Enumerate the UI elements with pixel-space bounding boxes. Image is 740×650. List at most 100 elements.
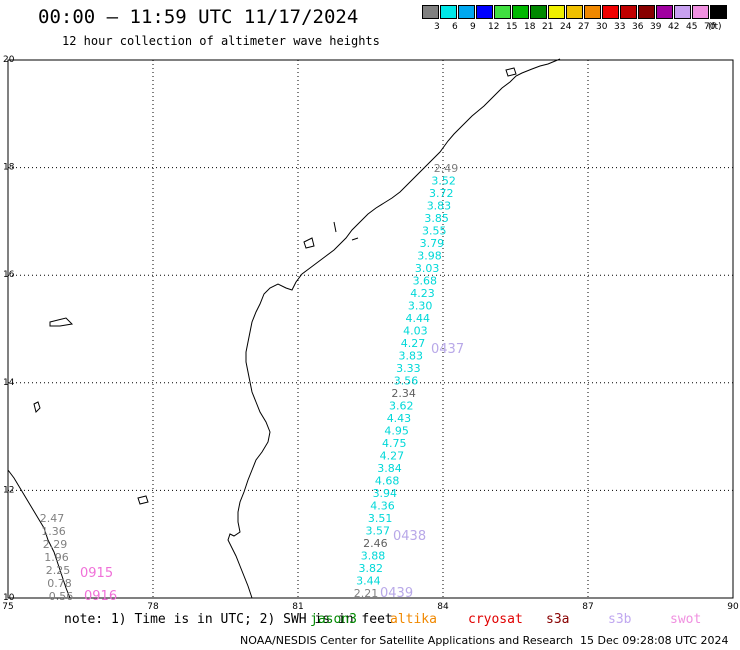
small-island-5: [333, 221, 337, 233]
color-bar-label: 9: [470, 22, 476, 32]
pass-time-label: 0438: [393, 529, 426, 544]
small-island-1: [49, 317, 74, 327]
sri-lanka-coast: [7, 469, 71, 599]
pass-time-label: 0437: [431, 342, 464, 357]
color-swatch: [656, 5, 673, 19]
india-east-coast: [227, 58, 561, 599]
color-swatch: [530, 5, 547, 19]
wave-height-value: 1.36: [41, 525, 66, 538]
wave-height-value: 4.68: [375, 475, 400, 488]
wave-height-value: 0.56: [49, 590, 74, 603]
wave-height-value: 4.75: [382, 437, 407, 450]
wave-height-value: 3.88: [361, 550, 386, 563]
wave-height-value: 2.46: [363, 537, 388, 550]
color-bar-label: 30: [596, 22, 608, 32]
generation-timestamp: 15 Dec 09:28:08 UTC 2024: [580, 634, 729, 647]
wave-height-value: 3.44: [356, 575, 381, 588]
color-bar-label: 70: [704, 22, 716, 32]
wave-height-value: 1.96: [44, 551, 69, 564]
color-bar-label: 42: [668, 22, 680, 32]
satellite-legend-item: cryosat: [468, 612, 523, 627]
altimeter-track-left: 2.471.362.291.962.250.780.56: [40, 512, 74, 603]
wave-height-value: 2.25: [46, 564, 71, 577]
wave-height-value: 4.27: [380, 450, 405, 463]
wave-height-value: 4.44: [406, 312, 431, 325]
color-bar-label: 33: [614, 22, 626, 32]
color-swatch: [674, 5, 691, 19]
color-bar-label: 6: [452, 22, 458, 32]
wave-height-value: 3.56: [394, 375, 419, 388]
wave-height-value: 3.85: [424, 212, 449, 225]
latitude-label: 14: [3, 378, 15, 388]
wave-height-value: 2.47: [40, 512, 65, 525]
wave-height-value: 4.43: [387, 412, 412, 425]
pass-time-label: 0439: [380, 586, 413, 601]
color-swatch: [620, 5, 637, 19]
wave-height-value: 0.78: [47, 577, 72, 590]
color-bar-label: 27: [578, 22, 590, 32]
wave-height-value: 2.34: [391, 387, 416, 400]
color-bar-label: 3: [434, 22, 440, 32]
wave-height-value: 3.98: [417, 250, 442, 263]
wave-height-value: 2.29: [43, 538, 68, 551]
latitude-label: 18: [3, 163, 15, 173]
wave-height-value: 3.83: [427, 200, 452, 213]
color-swatch: [512, 5, 529, 19]
credit-line: NOAA/NESDIS Center for Satellite Applica…: [240, 634, 574, 647]
latitude-label: 16: [3, 270, 15, 280]
latitude-label: 20: [3, 55, 15, 65]
wave-height-value: 3.30: [408, 300, 433, 313]
wave-height-value: 3.57: [366, 525, 391, 538]
color-swatch: [638, 5, 655, 19]
wave-height-value: 3.82: [358, 562, 383, 575]
color-swatch: [422, 5, 439, 19]
wave-height-value: 4.23: [410, 287, 435, 300]
wave-height-value: 3.68: [413, 275, 438, 288]
map-subtitle: 12 hour collection of altimeter wave hei…: [62, 34, 380, 48]
color-bar-label: 21: [542, 22, 554, 32]
wave-height-value: 3.03: [415, 262, 440, 275]
wave-height-value: 3.51: [368, 512, 393, 525]
color-swatch: [602, 5, 619, 19]
small-island-6: [351, 237, 359, 241]
satellite-legend-item: altika: [390, 612, 437, 627]
satellite-legend-item: s3b: [608, 612, 632, 627]
longitude-label: 81: [292, 602, 303, 612]
wave-height-value: 4.27: [401, 337, 426, 350]
pass-time-label: 0915: [80, 566, 113, 581]
color-bar-label: 39: [650, 22, 662, 32]
satellite-legend-item: jason3: [310, 612, 357, 627]
longitude-label: 75: [2, 602, 13, 612]
wave-height-value: 4.36: [370, 500, 395, 513]
pass-time-label: 0916: [84, 589, 117, 604]
wave-height-value: 3.55: [422, 225, 447, 238]
altimeter-track-main: 2.493.523.723.833.853.553.793.983.033.68…: [354, 162, 459, 600]
satellite-legend-item: swot: [670, 612, 702, 627]
latitude-label: 12: [3, 485, 14, 495]
color-bar-label: 36: [632, 22, 644, 32]
color-bar-label: 15: [506, 22, 518, 32]
wave-height-value: 2.21: [354, 587, 379, 600]
color-bar-label: 24: [560, 22, 572, 32]
color-swatch: [692, 5, 709, 19]
longitude-label: 84: [437, 602, 449, 612]
latitude-label: 10: [3, 593, 15, 603]
pass-time-labels: 0437 0438 0439 0915 0916: [80, 342, 464, 604]
color-swatch: [494, 5, 511, 19]
color-bar-label: 45: [686, 22, 698, 32]
wave-height-value: 4.95: [384, 425, 409, 438]
small-island-3: [137, 495, 149, 505]
color-bar-label: 12: [488, 22, 500, 32]
wave-height-value: 3.52: [431, 175, 456, 188]
wave-height-value: 3.72: [429, 187, 454, 200]
longitude-label: 90: [727, 602, 739, 612]
wave-height-value: 3.79: [420, 237, 445, 250]
graticule: [8, 60, 733, 598]
longitude-label: 78: [147, 602, 159, 612]
coastline: [7, 58, 561, 599]
map-title: 00:00 – 11:59 UTC 11/17/2024: [38, 6, 359, 28]
small-island-2: [33, 401, 41, 413]
wave-height-value: 3.84: [377, 462, 402, 475]
color-bar-label: 18: [524, 22, 536, 32]
